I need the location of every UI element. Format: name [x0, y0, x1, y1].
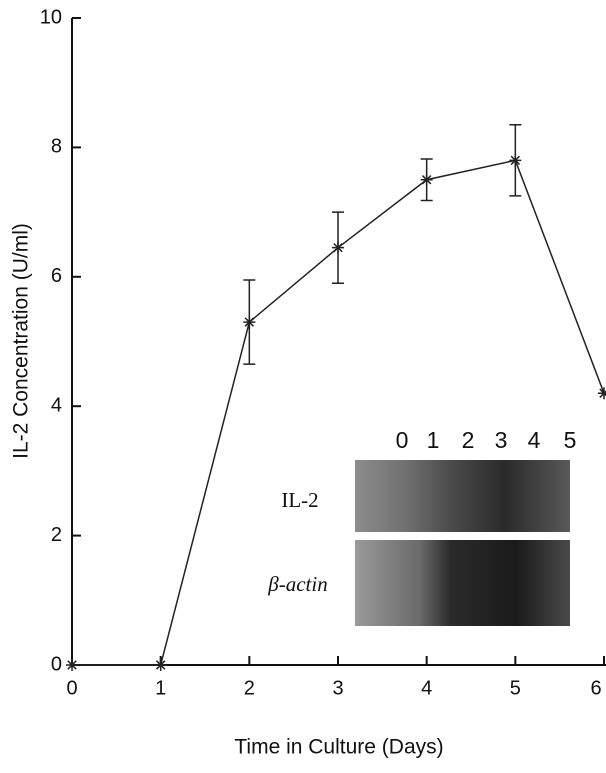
blot-actin — [355, 540, 570, 626]
lane-label: 1 — [427, 427, 440, 453]
blot-label: β-actin — [267, 572, 327, 596]
y-tick-label: 4 — [51, 394, 62, 416]
point — [66, 659, 78, 671]
x-tick-label: 5 — [510, 677, 521, 699]
point — [509, 154, 521, 166]
lane-label: 2 — [462, 427, 475, 453]
x-tick-label: 6 — [590, 677, 601, 699]
x-tick-label: 3 — [332, 677, 343, 699]
y-axis-label: IL-2 Concentration (U/ml) — [10, 223, 33, 459]
x-axis-label: Time in Culture (Days) — [234, 736, 443, 759]
point — [155, 659, 167, 671]
y-tick-label: 10 — [40, 6, 62, 28]
y-tick-label: 8 — [51, 136, 62, 158]
point — [421, 174, 433, 186]
x-tick-label: 2 — [244, 677, 255, 699]
lane-label: 0 — [396, 427, 409, 453]
lane-label: 4 — [528, 427, 541, 453]
point — [332, 242, 344, 254]
lane-label: 3 — [495, 427, 508, 453]
y-tick-label: 0 — [51, 653, 62, 675]
x-tick-label: 0 — [66, 677, 77, 699]
y-tick-label: 6 — [51, 265, 62, 287]
blot-il2 — [355, 460, 570, 532]
blot-label: IL-2 — [281, 488, 318, 512]
chart: IL-2 β-actin Time in Culture (Days) IL-2… — [0, 0, 606, 773]
x-tick-label: 1 — [155, 677, 166, 699]
page: {"chart_data": {"type": "line", "xlabel"… — [0, 0, 606, 773]
x-tick-label: 4 — [421, 677, 432, 699]
y-tick-label: 2 — [51, 524, 62, 546]
lane-label: 5 — [564, 427, 577, 453]
